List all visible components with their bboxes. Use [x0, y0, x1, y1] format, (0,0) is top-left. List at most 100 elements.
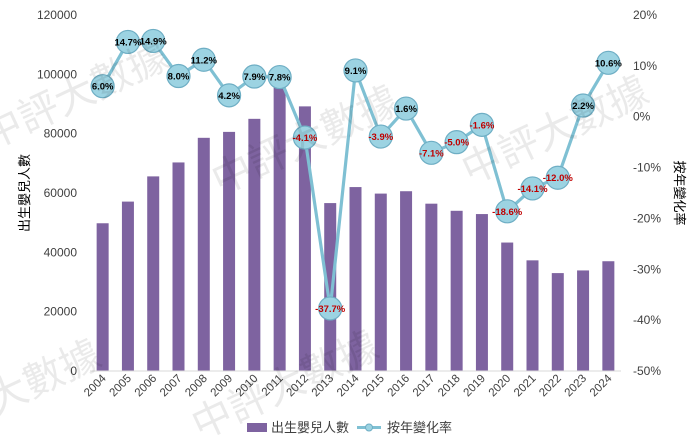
line-marker: [141, 28, 166, 54]
y-tick-label-left: 60000: [44, 186, 78, 200]
y-tick-label-right: -10%: [633, 161, 661, 175]
line-marker: [216, 83, 242, 108]
bar: [400, 191, 413, 371]
watermark-text: 中評大數據: [0, 33, 175, 159]
y-tick-label-left: 20000: [44, 305, 78, 319]
x-tick-label: 2020: [487, 373, 514, 400]
y-tick-label-right: -50%: [633, 364, 661, 378]
bar: [602, 261, 615, 371]
x-tick-label: 2016: [386, 373, 413, 400]
data-label: 7.9%: [244, 72, 266, 83]
line-marker: [242, 64, 267, 89]
bar: [248, 118, 261, 371]
data-label: -3.9%: [368, 132, 393, 143]
x-tick-label: 2023: [563, 373, 590, 400]
x-tick-label: 2019: [461, 373, 488, 400]
y-tick-label-left: 40000: [44, 245, 78, 259]
data-label: 11.2%: [191, 55, 218, 66]
data-label: 6.0%: [92, 82, 114, 93]
line-marker: [444, 130, 469, 155]
data-label: 2.2%: [572, 101, 594, 112]
bar: [197, 137, 210, 371]
data-label: -7.1%: [419, 148, 444, 159]
y-tick-label-right: -20%: [633, 211, 661, 225]
bar: [425, 203, 438, 371]
bar: [96, 223, 109, 371]
line-marker: [469, 112, 495, 137]
line-marker: [495, 199, 520, 224]
bar: [273, 83, 286, 371]
bar: [172, 162, 185, 371]
x-tick-label: 2017: [411, 373, 438, 400]
bar: [450, 210, 463, 371]
x-tick-label: 2007: [158, 373, 185, 400]
data-label: 8.0%: [168, 72, 190, 83]
y-tick-label-right: 0%: [633, 110, 651, 124]
x-tick-label: 2015: [360, 373, 387, 400]
y-tick-label-left: 80000: [44, 127, 78, 141]
x-tick-label: 2021: [512, 373, 539, 400]
data-label: -4.1%: [293, 133, 318, 144]
y-tick-label-left: 0: [70, 364, 77, 378]
legend-line-marker: [365, 423, 373, 432]
x-tick-label: 2024: [588, 372, 615, 399]
data-label: -14.1%: [517, 184, 548, 195]
legend: 出生嬰兒人數 按年變化率: [247, 420, 452, 436]
line-marker: [318, 296, 343, 321]
bar: [147, 176, 160, 371]
data-label: 14.7%: [114, 37, 141, 48]
y-tick-label-right: 20%: [633, 8, 657, 22]
bar: [475, 214, 488, 371]
bar: [551, 273, 564, 371]
x-tick-label: 2018: [436, 373, 463, 400]
line-marker: [570, 93, 596, 118]
data-label: 9.1%: [345, 66, 367, 77]
legend-bar-swatch: [247, 423, 267, 432]
y-tick-label-left: 100000: [37, 67, 77, 81]
data-label: 7.8%: [269, 73, 291, 84]
line-marker: [393, 96, 419, 121]
data-label: 10.6%: [595, 58, 622, 69]
line-marker: [520, 176, 545, 201]
bar: [501, 242, 514, 371]
data-label: 4.2%: [218, 91, 240, 102]
y-tick-label-right: -40%: [633, 313, 661, 327]
bar: [349, 187, 362, 371]
y-axis-title-left: 出生嬰兒人數: [18, 154, 33, 232]
y-tick-label-right: 10%: [633, 59, 657, 73]
x-tick-label: 2022: [537, 373, 564, 400]
bar: [324, 203, 337, 371]
line-marker: [419, 140, 444, 165]
data-label: 1.6%: [395, 104, 417, 115]
line-marker: [166, 63, 191, 89]
bar: [223, 131, 236, 371]
y-tick-label-left: 120000: [37, 8, 77, 22]
legend-bar-label: 出生嬰兒人數: [271, 421, 349, 436]
line-layer: 6.0% 14.7%14.9% 8.0%11.2% 4.2% 7.9% 7.8% -4.1%…: [90, 28, 622, 321]
bar: [121, 201, 134, 371]
data-label: 14.9%: [140, 36, 167, 47]
bar: [374, 193, 387, 371]
bar: [577, 270, 590, 371]
data-label: -1.6%: [470, 120, 495, 131]
line-marker: [343, 58, 368, 83]
y-axis-title-right: 按年變化率: [671, 160, 687, 225]
legend-line-label: 按年變化率: [387, 420, 452, 436]
bars-layer: [96, 83, 615, 371]
data-label: -18.6%: [492, 207, 523, 218]
data-label: -37.7%: [315, 304, 346, 315]
x-tick-label: 2008: [183, 373, 210, 400]
bar: [298, 106, 311, 371]
line-marker: [368, 124, 393, 149]
line-marker: [596, 50, 621, 75]
line-marker: [545, 165, 570, 190]
data-label: -12.0%: [543, 173, 574, 184]
line-marker: [292, 125, 318, 150]
x-tick-label: 2006: [133, 373, 160, 400]
watermark-text: 大數據: [0, 332, 108, 424]
line-marker: [90, 74, 115, 99]
bar: [526, 260, 539, 371]
data-label: -5.0%: [444, 138, 469, 149]
